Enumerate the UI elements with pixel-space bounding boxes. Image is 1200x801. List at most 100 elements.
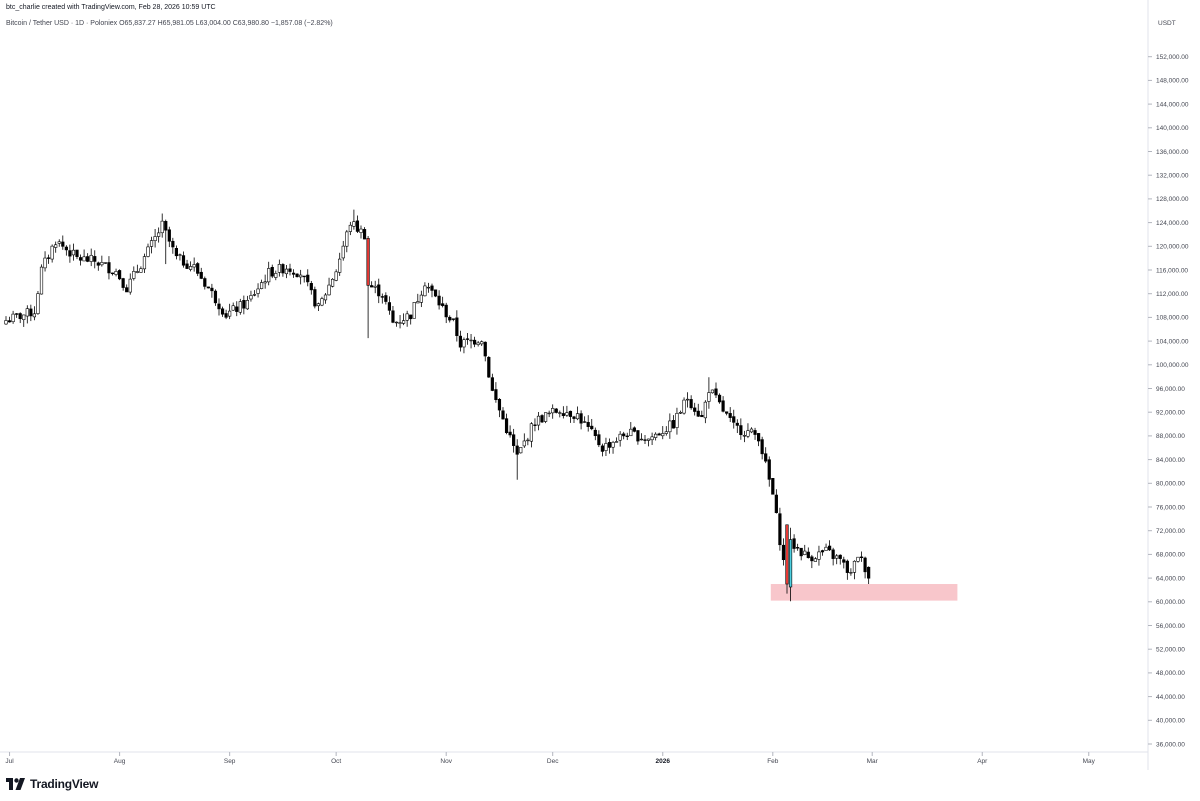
candle[interactable]: [330, 278, 335, 288]
candle[interactable]: [118, 269, 122, 281]
candle[interactable]: [618, 431, 622, 447]
candle[interactable]: [288, 263, 292, 276]
candle[interactable]: [348, 221, 352, 236]
candle[interactable]: [685, 392, 690, 408]
candle[interactable]: [299, 269, 303, 285]
candle[interactable]: [607, 438, 612, 454]
candle[interactable]: [867, 566, 871, 585]
candle[interactable]: [15, 313, 19, 318]
candle[interactable]: [533, 418, 537, 432]
candle[interactable]: [366, 235, 370, 339]
candle[interactable]: [664, 426, 668, 436]
candle[interactable]: [586, 415, 590, 432]
candle[interactable]: [526, 437, 530, 446]
candle[interactable]: [373, 280, 377, 294]
candle[interactable]: [771, 478, 775, 495]
candle[interactable]: [405, 310, 409, 327]
candle[interactable]: [508, 425, 512, 438]
candle[interactable]: [742, 430, 746, 443]
candle[interactable]: [338, 252, 342, 276]
candle[interactable]: [575, 406, 580, 421]
candle[interactable]: [54, 241, 58, 253]
candle[interactable]: [7, 316, 12, 323]
candle[interactable]: [139, 266, 143, 273]
candle[interactable]: [583, 416, 587, 424]
candle[interactable]: [820, 549, 825, 556]
candle[interactable]: [220, 306, 225, 317]
candle[interactable]: [75, 249, 79, 260]
candle[interactable]: [852, 560, 857, 580]
candle[interactable]: [636, 430, 640, 445]
candle[interactable]: [352, 209, 356, 230]
candle[interactable]: [93, 250, 97, 269]
candle[interactable]: [309, 280, 313, 295]
candle[interactable]: [192, 257, 196, 272]
candle[interactable]: [543, 412, 548, 424]
candle[interactable]: [522, 433, 526, 448]
candle[interactable]: [316, 302, 321, 312]
candle[interactable]: [160, 213, 164, 238]
candle[interactable]: [32, 306, 36, 321]
candle[interactable]: [430, 283, 434, 298]
candle[interactable]: [643, 434, 647, 445]
candle[interactable]: [196, 262, 200, 277]
candle[interactable]: [82, 249, 86, 262]
candle[interactable]: [590, 418, 594, 431]
candle[interactable]: [334, 269, 338, 282]
candle[interactable]: [859, 551, 864, 562]
candle[interactable]: [39, 264, 44, 295]
candle[interactable]: [267, 261, 271, 286]
candle[interactable]: [78, 254, 83, 266]
candle[interactable]: [817, 545, 821, 566]
candle[interactable]: [682, 397, 686, 415]
candle[interactable]: [387, 296, 392, 315]
candle[interactable]: [540, 414, 544, 424]
candle[interactable]: [242, 295, 246, 315]
candle[interactable]: [370, 281, 374, 288]
candle[interactable]: [185, 259, 189, 269]
candle[interactable]: [132, 266, 136, 281]
candle[interactable]: [110, 272, 115, 276]
candle[interactable]: [25, 305, 29, 324]
candle[interactable]: [391, 305, 395, 324]
candle[interactable]: [629, 422, 633, 437]
candle[interactable]: [842, 556, 846, 569]
candle[interactable]: [714, 382, 718, 398]
candle[interactable]: [107, 256, 111, 280]
candle[interactable]: [551, 404, 555, 419]
candle[interactable]: [465, 332, 470, 345]
candle[interactable]: [671, 415, 675, 429]
candle[interactable]: [259, 279, 264, 290]
candle[interactable]: [401, 313, 406, 326]
candle[interactable]: [668, 413, 672, 439]
candle[interactable]: [394, 321, 399, 327]
candle[interactable]: [252, 290, 257, 297]
candle[interactable]: [103, 262, 107, 264]
candle[interactable]: [721, 396, 725, 413]
candle[interactable]: [295, 273, 299, 278]
candle[interactable]: [849, 568, 853, 576]
candle[interactable]: [213, 289, 218, 306]
candle[interactable]: [625, 432, 629, 441]
candle[interactable]: [345, 229, 349, 253]
tradingview-logo[interactable]: TradingView: [6, 777, 98, 791]
candle[interactable]: [483, 341, 487, 362]
candle[interactable]: [497, 398, 502, 418]
candle[interactable]: [572, 415, 576, 424]
candle[interactable]: [68, 244, 72, 263]
candle[interactable]: [455, 310, 459, 342]
candle[interactable]: [146, 243, 150, 258]
candle[interactable]: [22, 314, 26, 327]
candle[interactable]: [657, 432, 661, 436]
candle[interactable]: [36, 291, 40, 315]
candle[interactable]: [256, 283, 260, 298]
candle[interactable]: [845, 559, 849, 580]
candle[interactable]: [167, 226, 171, 248]
candle[interactable]: [622, 431, 626, 440]
candle[interactable]: [778, 507, 782, 551]
candle[interactable]: [717, 393, 722, 404]
candle[interactable]: [512, 428, 516, 453]
candle[interactable]: [135, 264, 139, 274]
candle[interactable]: [732, 409, 736, 429]
candle[interactable]: [441, 296, 445, 308]
